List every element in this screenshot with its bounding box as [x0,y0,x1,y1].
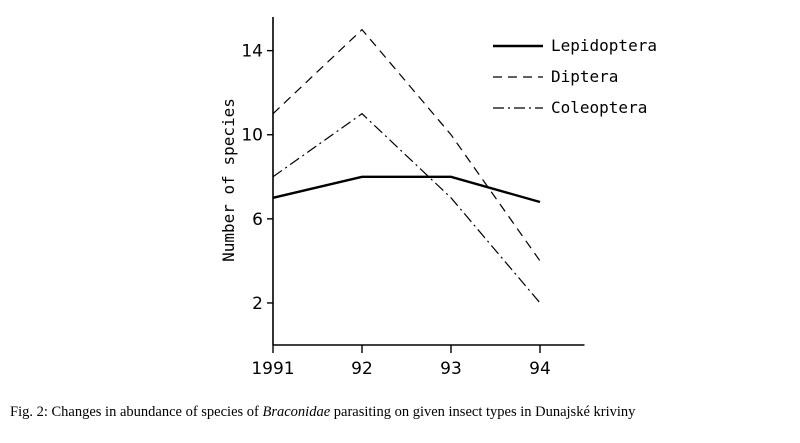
figure-caption: Fig. 2: Changes in abundance of species … [10,404,795,421]
x-tick-label: 93 [440,359,462,379]
x-tick-label: 1991 [251,359,294,379]
caption-prefix: Fig. 2: Changes in abundance of species … [10,404,263,420]
axes [272,17,585,346]
y-axis-title: Number of species [219,98,238,262]
x-tick-label: 92 [351,359,373,379]
y-tick-label: 6 [252,210,263,230]
series-line-lepidoptera [272,175,541,204]
caption-taxon: Braconidae [262,404,331,420]
x-tick-label: 94 [529,359,551,379]
legend-label-diptera: Diptera [551,67,618,86]
legend: Lepidoptera Diptera Coleoptera [493,36,657,117]
series-line-coleoptera [272,112,541,304]
caption-suffix: parasiting on given insect types in Duna… [330,404,636,420]
series-line-diptera [272,28,541,262]
tick-marks: 2 6 10 14 1991 92 93 94 [241,42,550,379]
legend-label-coleoptera: Coleoptera [551,98,647,117]
series-layer [272,28,541,304]
y-tick-label: 2 [252,294,263,314]
y-tick-label: 10 [241,126,263,146]
legend-label-lepidoptera: Lepidoptera [551,36,657,55]
y-tick-label: 14 [241,42,263,62]
